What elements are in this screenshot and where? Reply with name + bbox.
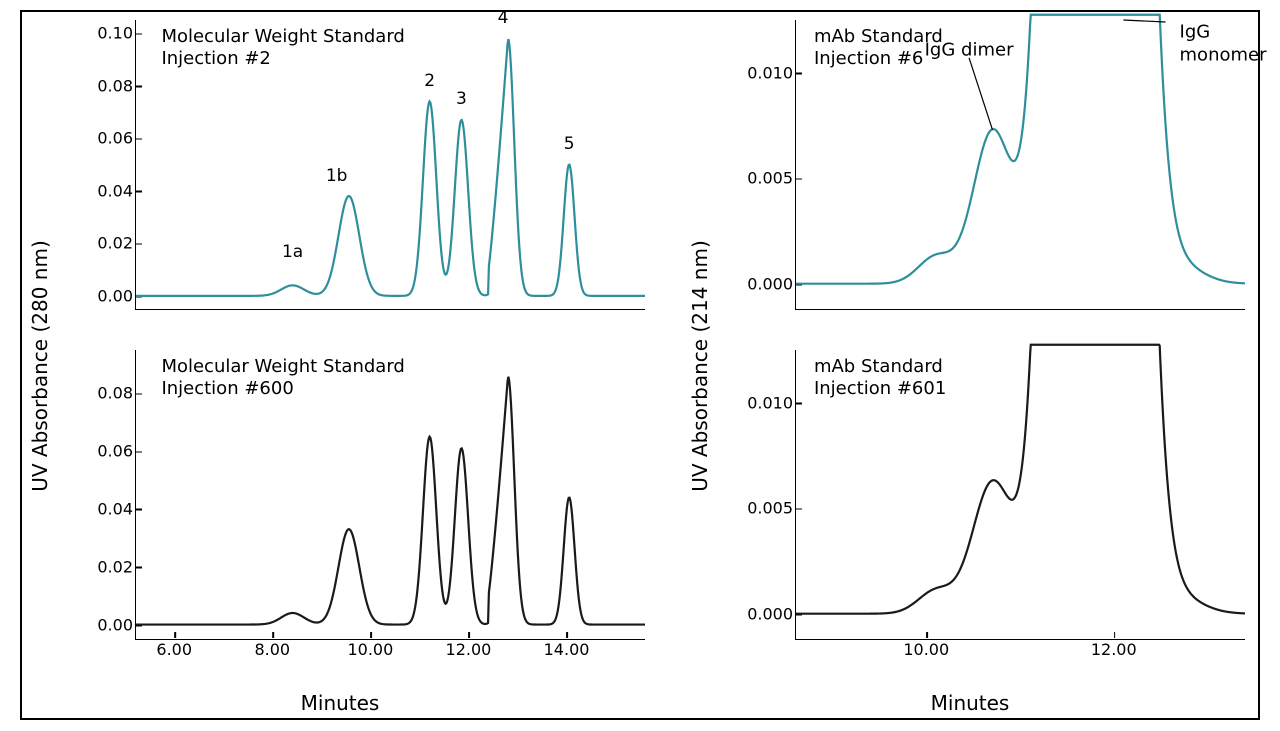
ytick-label: 0.000 (747, 274, 793, 293)
chromatogram-trace (136, 20, 645, 309)
plot-right-top: 0.0000.0050.010mAb Standard Injection #6… (795, 20, 1245, 310)
panel-right-bottom: 0.0000.0050.010mAb Standard Injection #6… (750, 350, 1250, 670)
plot-left-bottom: 0.000.020.040.060.08Molecular Weight Sta… (135, 350, 645, 640)
chromatogram-trace (136, 350, 645, 639)
panel-left-bottom: 0.000.020.040.060.08Molecular Weight Sta… (90, 350, 650, 670)
xtick-label: 12.00 (446, 640, 492, 659)
xtick-label: 10.00 (347, 640, 393, 659)
right-xticks: 10.00 12.00 (795, 640, 1245, 666)
ytick-label: 0.000 (747, 604, 793, 623)
ytick-label: 0.04 (97, 181, 133, 200)
ytick-label: 0.010 (747, 63, 793, 82)
chromatogram-trace (796, 20, 1245, 309)
ytick-label: 0.02 (97, 557, 133, 576)
right-xlabel: Minutes (680, 691, 1260, 715)
xtick-label: 10.00 (903, 640, 949, 659)
figure-canvas: UV Absorbance (280 nm) 0.000.020.040.060… (0, 0, 1280, 731)
plot-right-bottom: 0.0000.0050.010mAb Standard Injection #6… (795, 350, 1245, 640)
ytick-label: 0.010 (747, 393, 793, 412)
xtick-label: 14.00 (544, 640, 590, 659)
left-xticks: 6.00 8.00 10.00 12.00 14.00 (135, 640, 645, 666)
ytick-label: 0.00 (97, 286, 133, 305)
ytick-label: 0.08 (97, 384, 133, 403)
ytick-label: 0.005 (747, 499, 793, 518)
left-ylabel: UV Absorbance (280 nm) (28, 240, 52, 492)
ytick-label: 0.08 (97, 76, 133, 95)
chromatogram-trace (796, 350, 1245, 639)
panel-left-top: 0.000.020.040.060.080.10Molecular Weight… (90, 20, 650, 340)
ytick-label: 0.06 (97, 442, 133, 461)
panel-right-top: 0.0000.0050.010mAb Standard Injection #6… (750, 20, 1250, 340)
xtick-label: 12.00 (1091, 640, 1137, 659)
right-column: UV Absorbance (214 nm) 0.0000.0050.010mA… (680, 10, 1260, 721)
xtick-label: 8.00 (254, 640, 290, 659)
plot-left-top: 0.000.020.040.060.080.10Molecular Weight… (135, 20, 645, 310)
ytick-label: 0.06 (97, 129, 133, 148)
ytick-label: 0.02 (97, 234, 133, 253)
right-ylabel: UV Absorbance (214 nm) (688, 240, 712, 492)
ytick-label: 0.005 (747, 169, 793, 188)
left-column: UV Absorbance (280 nm) 0.000.020.040.060… (20, 10, 660, 721)
ytick-label: 0.04 (97, 499, 133, 518)
ytick-label: 0.10 (97, 24, 133, 43)
xtick-label: 6.00 (156, 640, 192, 659)
left-xlabel: Minutes (20, 691, 660, 715)
ytick-label: 0.00 (97, 615, 133, 634)
